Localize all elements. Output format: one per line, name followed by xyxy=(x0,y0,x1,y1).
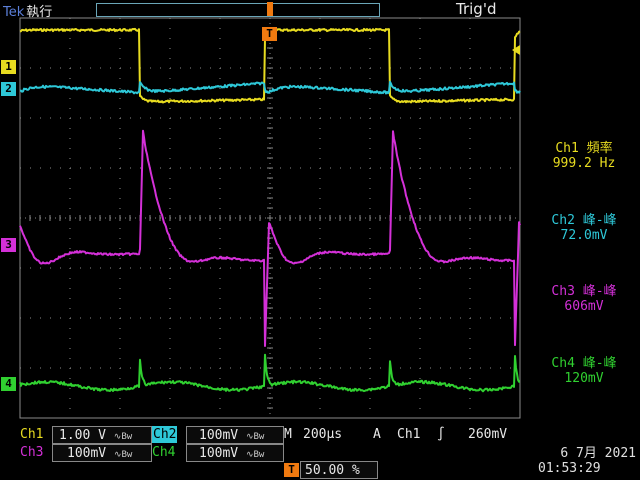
measurement-ch4-peak-to-peak: Ch4 峰-峰 120mV xyxy=(528,356,640,386)
bandwidth-limit-icon: ∿Bw xyxy=(113,432,133,442)
graticule xyxy=(19,17,521,419)
trigger-position-pointer xyxy=(267,2,273,16)
ch2-name[interactable]: Ch2 xyxy=(152,426,178,443)
ch3-scale-box[interactable]: 100mV ∿Bw xyxy=(52,444,152,462)
timestamp: 6 7月 2021 01:53:29 xyxy=(518,446,640,476)
measurement-value: 120mV xyxy=(564,371,604,386)
timebase-value[interactable]: 200µs xyxy=(303,427,343,442)
ch4-scale-box[interactable]: 100mV ∿Bw xyxy=(186,444,284,462)
trigger-mode[interactable]: A xyxy=(373,427,381,442)
ch4-waveform xyxy=(19,353,520,393)
date: 6 7月 2021 xyxy=(560,446,636,461)
trigger-status: Trig'd xyxy=(456,0,497,18)
record-memory-bar xyxy=(96,3,380,17)
ch1-name[interactable]: Ch1 xyxy=(20,427,44,442)
ch3-scale: 100mV xyxy=(67,446,107,461)
top-status-bar: Tek 執行 Trig'd xyxy=(0,0,640,20)
measurement-ch2-peak-to-peak: Ch2 峰-峰 72.0mV xyxy=(528,213,640,243)
measurement-value: 999.2 Hz xyxy=(552,156,616,171)
ch2-waveform xyxy=(19,80,521,95)
trigger-source[interactable]: Ch1 xyxy=(397,427,421,442)
ch1-scale: 1.00 V xyxy=(59,428,106,443)
horizontal-position-box[interactable]: 50.00 % xyxy=(300,461,378,479)
channel-2-marker-label: 2 xyxy=(5,82,12,95)
horizontal-position: 50.00 % xyxy=(305,463,360,478)
brand-logo: Tek 執行 xyxy=(3,1,52,20)
channel-3-marker-label: 3 xyxy=(5,238,12,251)
trigger-level-arrow-icon[interactable] xyxy=(512,45,520,55)
position-marker-label: T xyxy=(288,463,295,476)
channel-1-marker-label: 1 xyxy=(5,60,12,73)
channel-3-marker[interactable]: 3 xyxy=(1,238,16,252)
time: 01:53:29 xyxy=(538,461,601,476)
trigger-level[interactable]: 260mV xyxy=(468,427,508,442)
ch4-name[interactable]: Ch4 xyxy=(152,445,176,460)
trigger-marker-label: T xyxy=(266,27,273,40)
bandwidth-limit-icon: ∿Bw xyxy=(113,450,133,460)
trigger-slope-icon[interactable]: ∫ xyxy=(437,427,445,442)
channel-4-marker[interactable]: 4 xyxy=(1,377,16,391)
measurement-ch1-frequency: Ch1 頻率 999.2 Hz xyxy=(528,141,640,171)
measurement-value: 72.0mV xyxy=(560,228,608,243)
brand-text: Tek xyxy=(3,5,25,20)
horizontal-position-icon: T xyxy=(284,463,299,477)
waveform-traces xyxy=(19,27,521,393)
ch2-scale: 100mV xyxy=(199,428,239,443)
bandwidth-limit-icon: ∿Bw xyxy=(245,432,265,442)
trigger-position-marker[interactable]: T xyxy=(262,27,277,41)
channel-4-marker-label: 4 xyxy=(5,377,12,390)
timebase-label: M xyxy=(284,427,292,442)
measurement-ch3-peak-to-peak: Ch3 峰-峰 606mV xyxy=(528,284,640,314)
measurement-label: Ch1 頻率 xyxy=(555,141,613,156)
ch3-name[interactable]: Ch3 xyxy=(20,445,44,460)
channel-1-marker[interactable]: 1 xyxy=(1,60,16,74)
channel-2-marker[interactable]: 2 xyxy=(1,82,16,96)
acquisition-mode: 執行 xyxy=(26,5,53,20)
ch4-scale: 100mV xyxy=(199,446,239,461)
measurement-label: Ch3 峰-峰 xyxy=(551,284,617,299)
ch1-scale-box[interactable]: 1.00 V ∿Bw xyxy=(52,426,152,444)
bandwidth-limit-icon: ∿Bw xyxy=(245,450,265,460)
measurement-label: Ch2 峰-峰 xyxy=(551,213,617,228)
ch2-scale-box[interactable]: 100mV ∿Bw xyxy=(186,426,284,444)
ch3-waveform xyxy=(19,129,521,347)
measurement-label: Ch4 峰-峰 xyxy=(551,356,617,371)
measurement-value: 606mV xyxy=(564,299,604,314)
